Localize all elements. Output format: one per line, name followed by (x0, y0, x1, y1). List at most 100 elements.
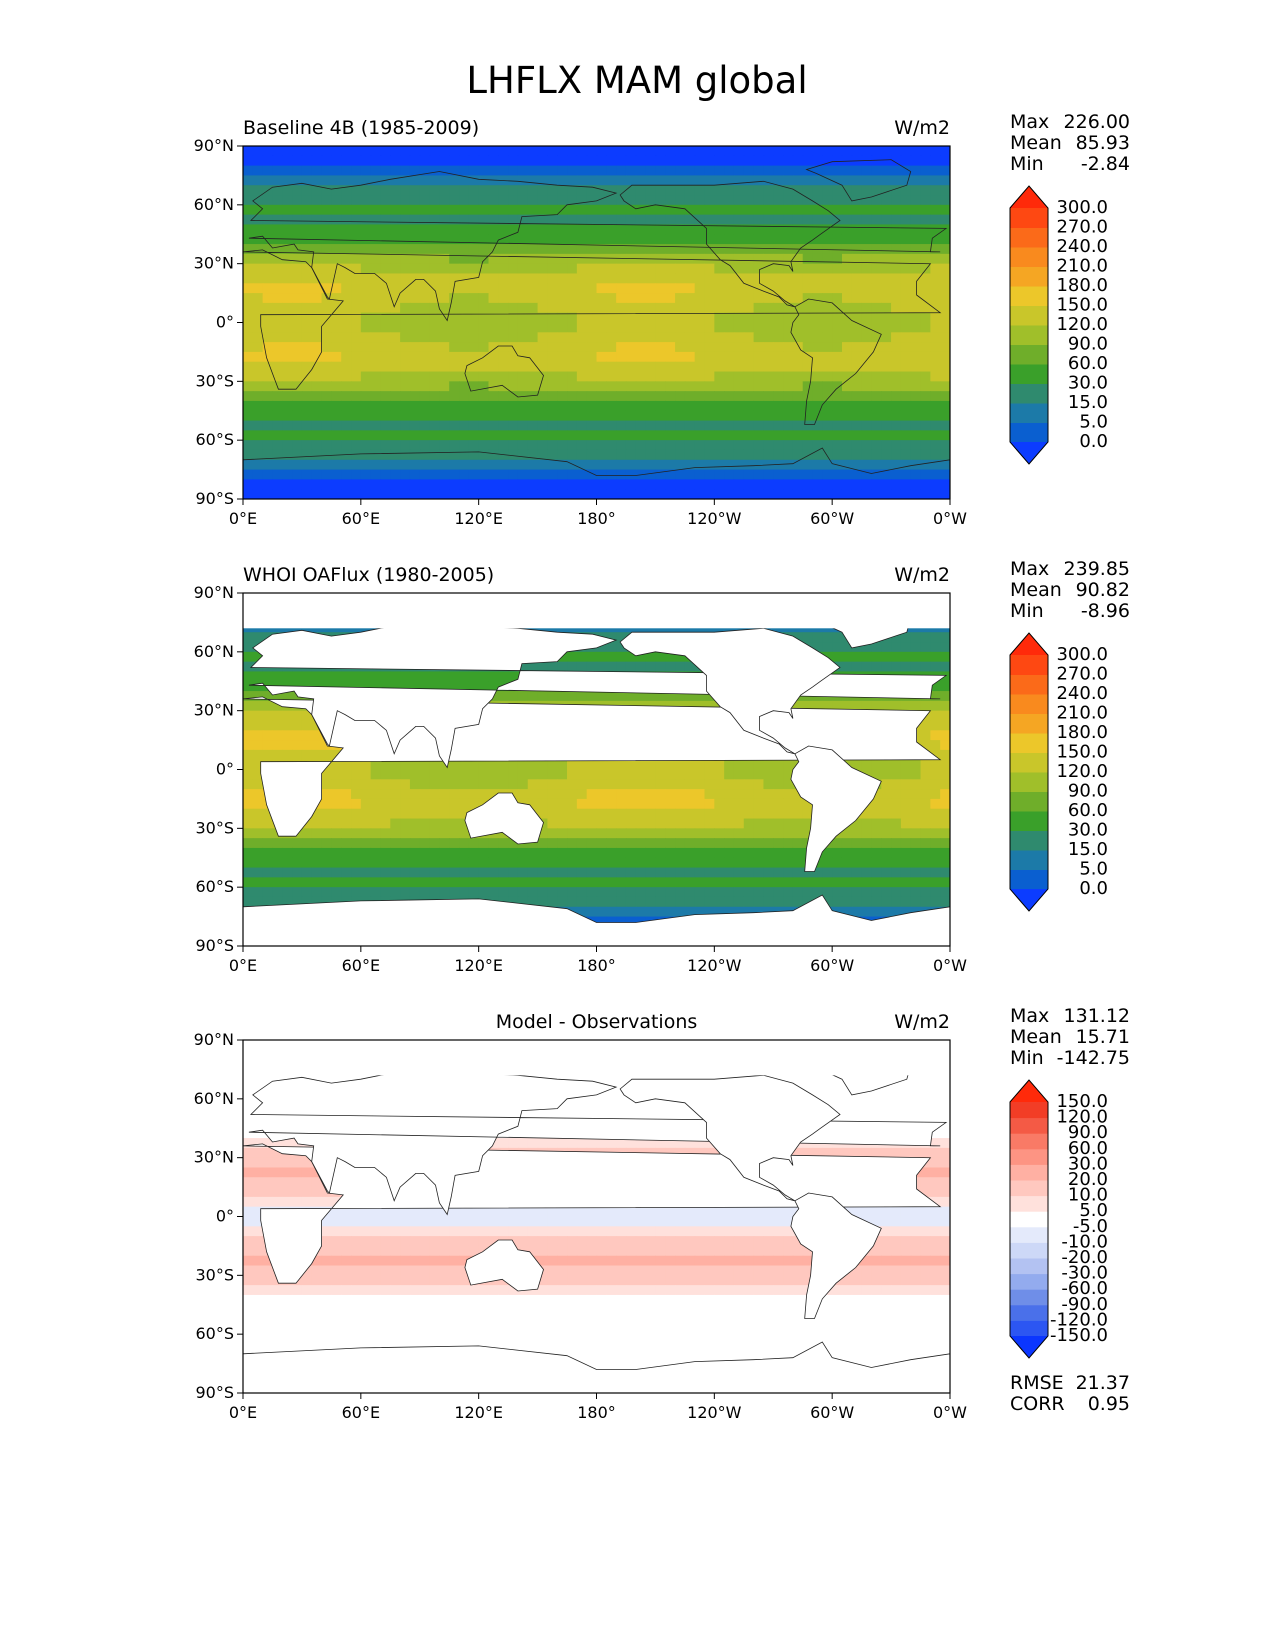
field-cell (370, 671, 382, 682)
field-cell (655, 469, 666, 480)
field-cell (576, 489, 588, 499)
field-cell (537, 175, 548, 186)
field-cell (282, 204, 293, 216)
field-cell (567, 293, 578, 304)
field-cell (557, 293, 568, 304)
field-cell (802, 449, 814, 461)
field-cell (655, 798, 666, 810)
field-cell (783, 818, 794, 829)
field-cell (409, 302, 421, 314)
field-cell (468, 789, 480, 800)
field-cell (694, 887, 706, 898)
field-cell (724, 857, 735, 869)
field-cell (429, 789, 440, 800)
field-cell (429, 847, 440, 859)
field-cell (625, 214, 637, 226)
field-cell (773, 489, 784, 499)
field-cell (675, 175, 686, 186)
field-cell (429, 681, 440, 692)
field-cell (282, 740, 293, 751)
field-cell (841, 867, 853, 878)
field-cell (832, 214, 843, 226)
field-cell (645, 322, 657, 333)
field-cell (694, 808, 706, 820)
field-cell (262, 877, 274, 888)
lat-tick-label: 60°N (194, 195, 234, 214)
field-cell (449, 332, 460, 343)
field-cell (635, 361, 647, 373)
colorbar-outline (1009, 185, 1049, 465)
field-cell (743, 381, 755, 392)
field-cell (645, 887, 657, 898)
field-cell (429, 449, 440, 461)
field-cell (910, 789, 922, 800)
field-cell (625, 759, 637, 771)
field-cell (351, 332, 362, 343)
field-cell (910, 302, 922, 314)
field-cell (675, 430, 686, 441)
field-cell (724, 234, 735, 245)
field-cell (694, 700, 706, 712)
field-cell (694, 798, 706, 810)
field-cell (557, 224, 568, 235)
field-cell (537, 302, 548, 314)
field-cell (861, 332, 873, 343)
field-cell (400, 312, 411, 324)
field-cell (832, 263, 843, 275)
field-cell (684, 877, 696, 888)
field-cell (459, 818, 470, 829)
field-cell (881, 877, 892, 888)
field-cell (547, 351, 558, 363)
field-cell (684, 224, 696, 235)
field-cell (360, 459, 372, 471)
field-cell (262, 371, 274, 382)
field-cell (714, 828, 725, 839)
field-cell (822, 322, 833, 333)
field-cell (822, 165, 833, 177)
field-cell (910, 332, 922, 343)
field-cell (262, 828, 274, 839)
field-cell (400, 400, 411, 412)
field-cell (783, 185, 794, 196)
field-cell (459, 847, 470, 859)
field-cell (576, 449, 588, 461)
field-cell (802, 828, 814, 839)
field-cell (940, 730, 950, 741)
field-cell (468, 779, 480, 790)
field-cell (370, 332, 382, 343)
field-cell (429, 887, 440, 898)
field-cell (783, 283, 794, 294)
field-cell (252, 234, 264, 245)
field-cell (301, 828, 313, 839)
field-cell (527, 253, 539, 265)
field-cell (351, 146, 362, 157)
field-cell (665, 204, 676, 216)
field-cell (282, 332, 293, 343)
field-cell (684, 165, 696, 177)
field-cell (370, 253, 382, 265)
field-cell (331, 293, 342, 304)
field-cell (282, 877, 293, 888)
field-cell (311, 440, 323, 451)
field-cell (783, 469, 794, 480)
field-cell (243, 361, 254, 373)
field-cell (655, 818, 666, 829)
field-cell (714, 759, 725, 771)
field-cell (586, 469, 598, 480)
field-cell (400, 185, 411, 196)
field-cell (684, 798, 696, 810)
field-cell (488, 185, 499, 196)
field-cell (694, 818, 706, 829)
field-cell (714, 896, 725, 908)
field-cell (429, 430, 440, 441)
field-cell (439, 857, 450, 869)
field-cell (753, 361, 765, 373)
field-cell (311, 214, 323, 226)
field-cell (812, 391, 823, 402)
field-cell (851, 214, 863, 226)
field-cell (812, 361, 823, 373)
field-cell (429, 489, 440, 499)
field-cell (527, 410, 539, 422)
field-cell (321, 195, 332, 206)
field-cell (920, 459, 931, 471)
